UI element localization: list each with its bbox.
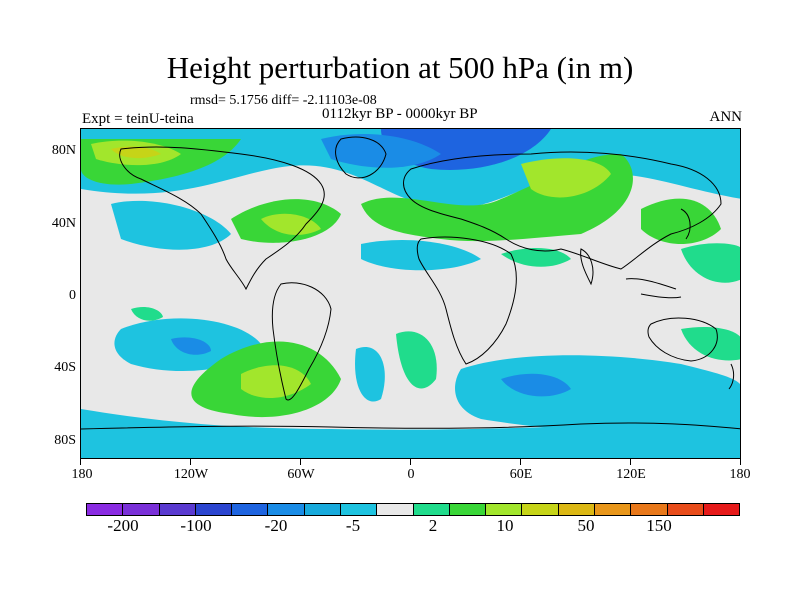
lat-label-40s: 40S xyxy=(54,360,76,375)
contour-blue-antarctic xyxy=(81,409,740,458)
colorbar-box xyxy=(413,504,450,515)
colorbar-box xyxy=(486,504,523,515)
contour-blue-arctic-inner xyxy=(321,134,441,168)
coastline-greenland xyxy=(335,136,387,179)
coastline-indonesia xyxy=(625,278,682,299)
colorbar-label: -100 xyxy=(180,516,212,535)
lat-label-0: 0 xyxy=(69,288,76,303)
period-label: 0112kyr BP - 0000kyr BP xyxy=(322,106,478,122)
lat-label-80s: 80S xyxy=(54,433,76,448)
tick xyxy=(740,459,741,465)
colorbar-box xyxy=(594,504,632,515)
contour-yellow-sam xyxy=(241,365,311,399)
tick xyxy=(630,459,631,465)
colorbar-label: -5 xyxy=(345,516,361,535)
contour-green-spac-east xyxy=(681,327,740,361)
tick xyxy=(190,459,191,465)
colorbar-label: 150 xyxy=(646,516,672,535)
colorbar-box xyxy=(304,504,341,515)
lon-label-60e: 60E xyxy=(509,467,533,482)
lon-label-180w: 180 xyxy=(71,467,93,482)
coastline-india xyxy=(580,248,594,286)
coastline-north-america xyxy=(119,146,325,291)
tick xyxy=(410,459,411,465)
map-fill-layer xyxy=(81,129,740,458)
colorbar-box xyxy=(449,504,487,515)
lon-label-120w: 120W xyxy=(173,467,209,482)
contour-green-jpn xyxy=(641,198,721,244)
coastline-nz xyxy=(728,363,735,390)
colorbar xyxy=(86,503,740,516)
colorbar-box xyxy=(87,504,124,515)
coastline-layer xyxy=(81,136,740,430)
colorbar-label: 2 xyxy=(428,516,438,535)
colorbar-box xyxy=(631,504,668,515)
colorbar-box xyxy=(522,504,559,515)
contour-blue-satl xyxy=(355,347,385,402)
colorbar-box xyxy=(159,504,196,515)
contour-blue-npac xyxy=(111,200,231,250)
contour-green-sio xyxy=(396,331,437,389)
contour-blue-atl xyxy=(361,239,481,271)
coastline-africa xyxy=(416,236,517,365)
season-label: ANN xyxy=(709,109,743,125)
coastline-antarctica xyxy=(81,422,740,430)
colorbar-box xyxy=(195,504,233,515)
lon-label-0: 0 xyxy=(407,467,415,482)
tick xyxy=(80,459,81,465)
colorbar-box xyxy=(340,504,378,515)
colorbar-label: -200 xyxy=(107,516,139,535)
contour-yellow-namerica xyxy=(261,213,321,235)
colorbar-label: 10 xyxy=(496,516,514,535)
experiment-label: Expt = teinU-teina xyxy=(82,111,194,127)
coastline-japan xyxy=(680,208,691,240)
lat-label-80n: 80N xyxy=(51,143,76,158)
contour-darkblue-sio xyxy=(501,373,571,397)
colorbar-box xyxy=(558,504,595,515)
coastline-australia xyxy=(647,317,718,362)
tick xyxy=(300,459,301,465)
lat-label-40n: 40N xyxy=(51,216,76,231)
contour-map xyxy=(80,128,741,459)
stats-line: rmsd= 5.1756 diff= -2.11103e-08 xyxy=(190,93,377,108)
lon-label-60w: 60W xyxy=(287,467,315,482)
coastline-eurasia xyxy=(403,151,722,270)
colorbar-box xyxy=(268,504,305,515)
lon-label-120e: 120E xyxy=(616,467,646,482)
contour-green-se xyxy=(681,243,740,283)
contour-green-small xyxy=(131,306,163,321)
colorbar-label: 50 xyxy=(577,516,595,535)
lon-label-180e: 180 xyxy=(729,467,751,482)
colorbar-box xyxy=(703,504,740,515)
colorbar-box xyxy=(667,504,704,515)
colorbar-label: -20 xyxy=(264,516,288,535)
contour-gold-nwpac xyxy=(111,146,161,159)
plot-title: Height perturbation at 500 hPa (in m) xyxy=(166,50,634,85)
colorbar-box xyxy=(232,504,269,515)
colorbar-box xyxy=(123,504,160,515)
tick xyxy=(520,459,521,465)
coastline-south-america xyxy=(271,282,332,401)
colorbar-box xyxy=(377,504,414,515)
contour-green-arabia xyxy=(501,247,571,267)
contour-darkblue-spac xyxy=(171,337,211,355)
contour-yellow-europe xyxy=(521,158,611,198)
